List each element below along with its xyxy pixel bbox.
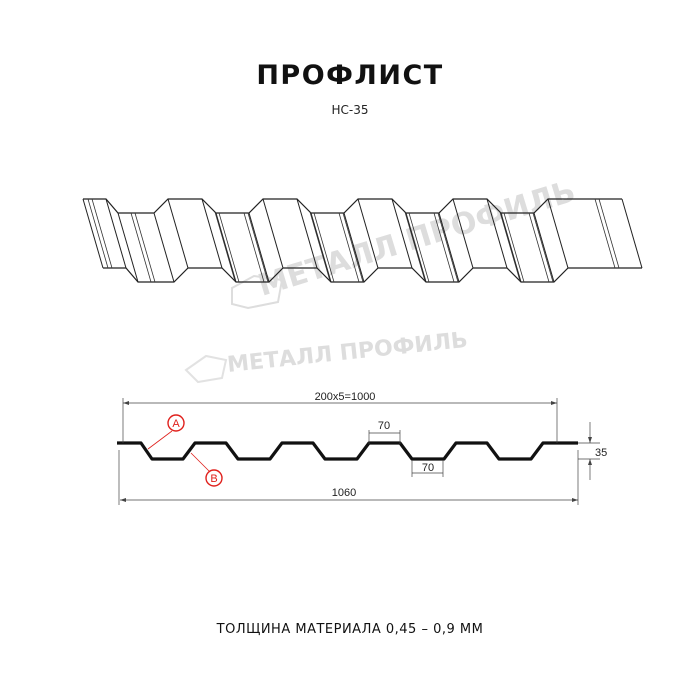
profile-3d-near-edge	[103, 267, 642, 283]
dim-bottom-flat-label: 70	[422, 462, 434, 474]
profile-3d-rib-line	[247, 212, 269, 283]
profile-3d-fold-line	[343, 212, 365, 283]
profile-3d-rib-line	[404, 211, 426, 282]
profile-3d-fold-line	[547, 198, 569, 269]
profile-3d-fold-line	[262, 198, 284, 269]
profile-3d-rib-line	[91, 198, 113, 269]
profile-3d-far-edge	[83, 198, 622, 214]
profile-3d-fold-line	[167, 198, 189, 269]
profile-3d-fold-line	[153, 212, 175, 283]
watermark-bottom: МЕТАЛЛ ПРОФИЛЬ	[226, 328, 469, 378]
profile-3d-rib-line	[218, 212, 240, 283]
profile-3d-fold-line	[405, 212, 427, 283]
dim-pitch-label: 200x5=1000	[315, 391, 376, 403]
material-thickness: ТОЛЩИНА МАТЕРИАЛА 0,45 – 0,9 ММ	[216, 622, 484, 637]
profile-3d-rib-line	[408, 212, 430, 283]
marker-a-label: A	[172, 418, 180, 430]
profile-3d-fold-line	[391, 198, 413, 269]
profile-3d-fold-line	[117, 212, 139, 283]
profile-3d-rib-line	[532, 212, 554, 283]
profile-3d-fold-line	[533, 212, 555, 283]
profile-3d-fold-line	[500, 212, 522, 283]
profile-3d-fold-line	[105, 198, 127, 269]
profile-3d-fold-line	[486, 198, 508, 269]
marker-a	[167, 414, 185, 432]
profile-3d-rib-line	[598, 198, 620, 269]
profile-3d-fold-line	[82, 198, 104, 269]
profile-section-line	[117, 441, 578, 461]
profile-3d-fold-line	[296, 198, 318, 269]
profile-3d-rib-line	[87, 198, 109, 269]
profile-3d-rib-line	[338, 212, 360, 283]
profile-3d-fold-line	[621, 198, 643, 269]
leader-line-b	[190, 452, 211, 473]
profile-3d-rib-line	[214, 211, 236, 282]
profile-3d-fold-line	[201, 198, 223, 269]
profile-3d-fold-line	[438, 212, 460, 283]
profile-3d-rib-line	[342, 212, 364, 283]
dim-total-label: 1060	[332, 487, 356, 499]
page-title: ПРОФЛИСТ	[256, 60, 444, 91]
profile-3d-fold-line	[452, 198, 474, 269]
profile-3d-fold-line	[215, 212, 237, 283]
dim-top-flat-label: 70	[378, 420, 390, 432]
watermark-logo-icon	[184, 354, 228, 384]
section-view: 200x5=1000 1060 70 70 35 A B	[117, 391, 607, 505]
profile-3d-rib-line	[313, 212, 335, 283]
profile-3d-fold-line	[248, 212, 270, 283]
arrow-icon	[588, 437, 592, 465]
profile-3d-rib-line	[243, 212, 265, 283]
profile-3d-rib-line	[528, 212, 550, 283]
product-code: НС-35	[331, 103, 369, 117]
profile-3d-rib-line	[437, 212, 459, 283]
marker-b-label: B	[210, 473, 217, 485]
dim-height-label: 35	[595, 447, 607, 459]
profile-3d-rib-line	[594, 198, 616, 269]
profile-3d-rib-line	[503, 212, 525, 283]
profile-3d-rib-line	[309, 211, 331, 282]
profile-3d-rib-line	[134, 212, 156, 283]
profile-3d-rib-line	[433, 212, 455, 283]
watermark-logo-icon	[231, 274, 284, 310]
profile-3d-rib-line	[499, 211, 521, 282]
leader-line-a	[147, 430, 173, 450]
profile-3d-fold-line	[310, 212, 332, 283]
profile-3d-view	[82, 198, 643, 283]
marker-b	[205, 469, 223, 487]
profile-3d-fold-line	[357, 198, 379, 269]
profile-3d-rib-line	[130, 212, 152, 283]
